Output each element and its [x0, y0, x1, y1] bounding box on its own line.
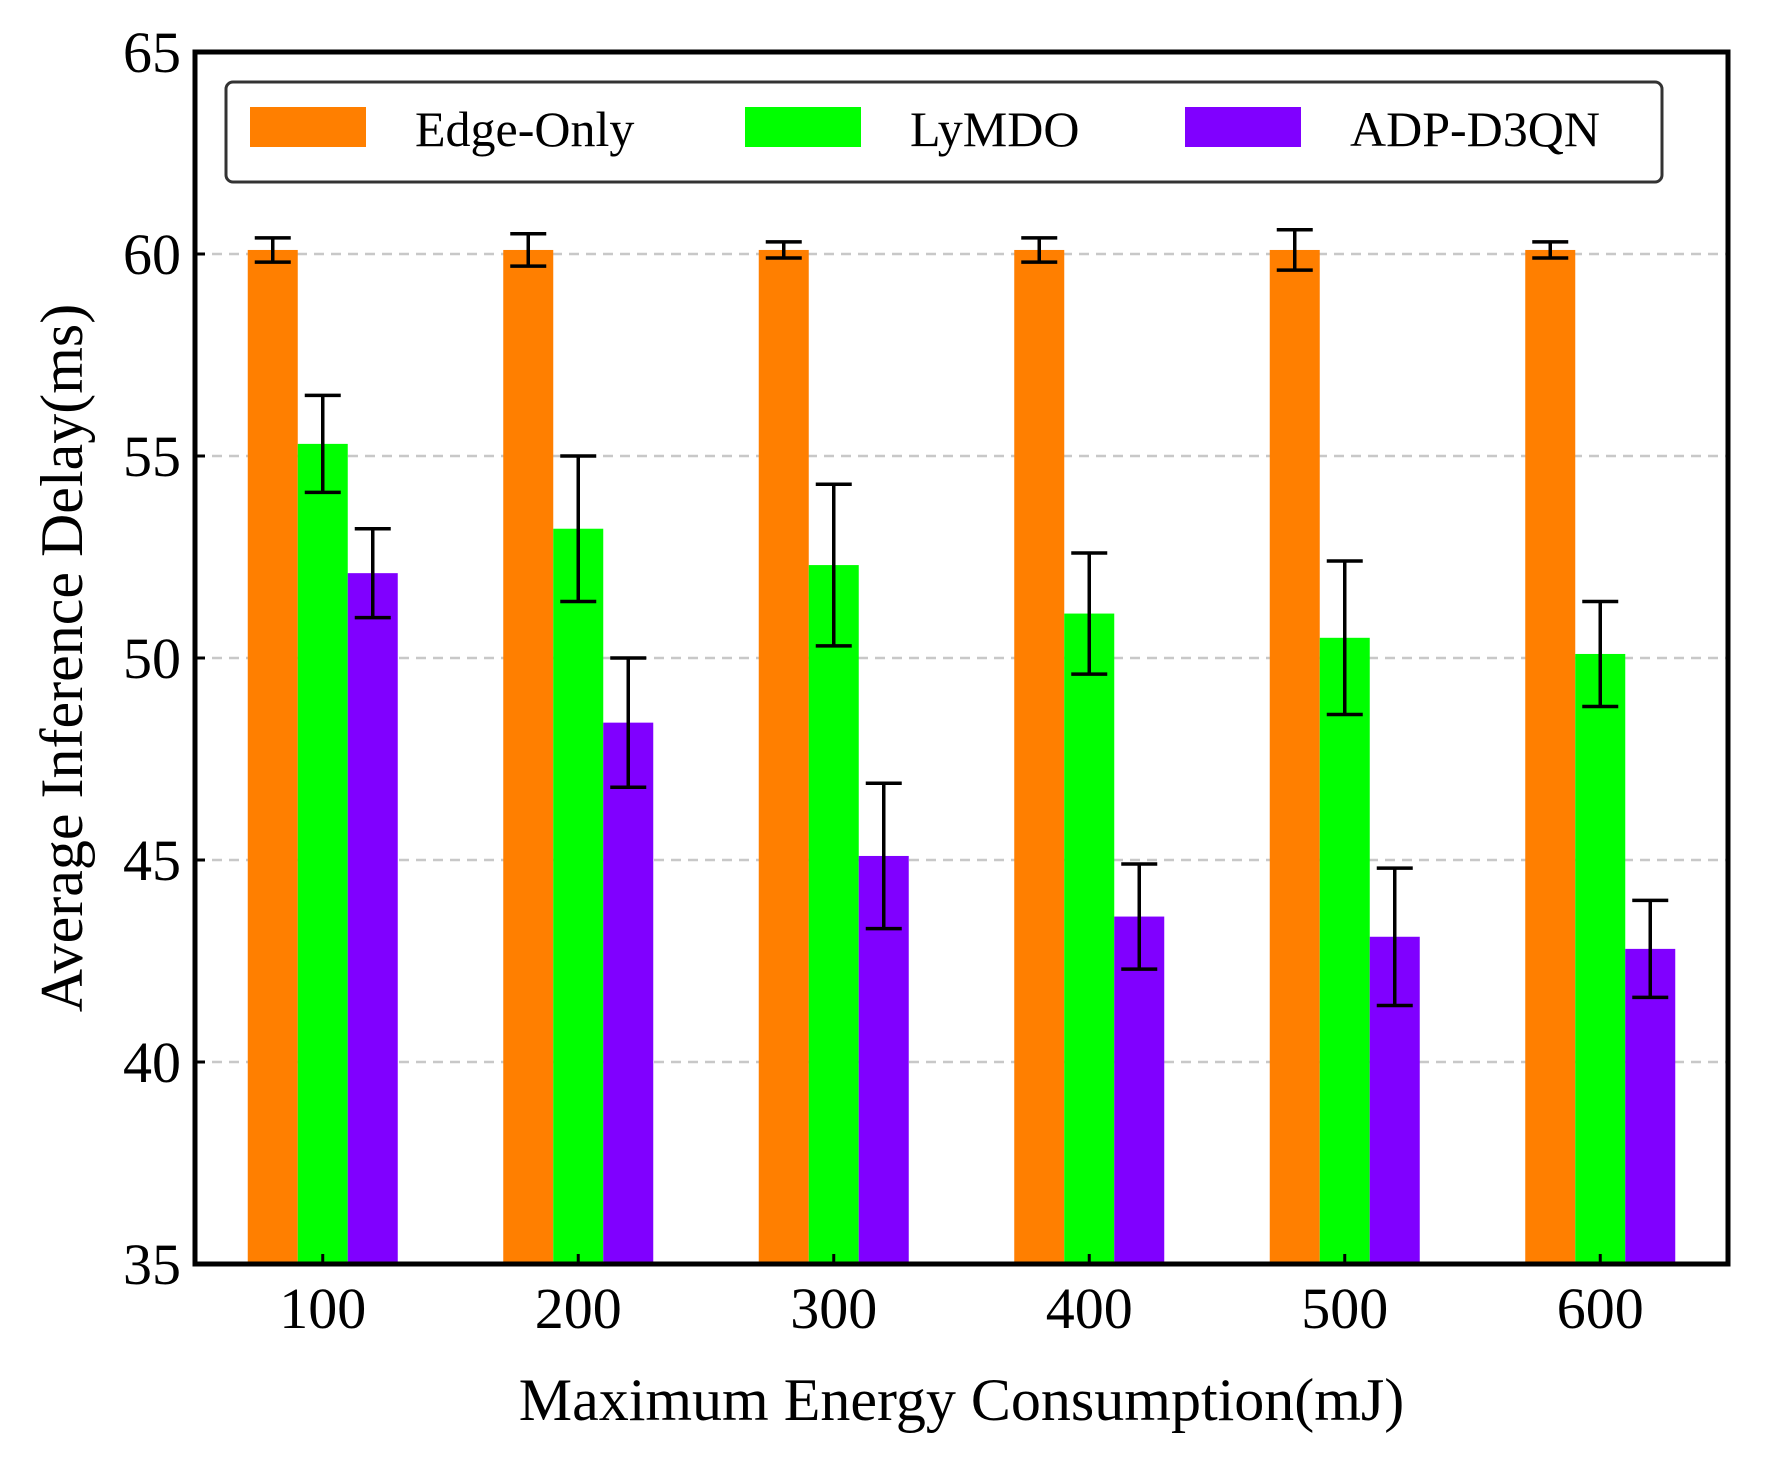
legend-label: LyMDO	[910, 101, 1079, 157]
x-tick-label: 600	[1557, 1276, 1644, 1341]
error-bar	[815, 482, 852, 648]
bar-lymdo	[1064, 613, 1115, 1264]
y-tick-label: 55	[123, 424, 181, 489]
error-bar	[1582, 599, 1619, 709]
bar-adp-d3qn	[1114, 916, 1165, 1264]
bar-edge-only	[503, 249, 554, 1264]
bar-adp-d3qn	[603, 722, 654, 1264]
error-bar	[610, 656, 647, 790]
bar-edge-only	[1269, 249, 1320, 1264]
legend-swatch-lymdo	[745, 107, 861, 147]
error-bar	[1326, 559, 1363, 717]
bar-edge-only	[758, 249, 809, 1264]
legend-swatch-adp-d3qn	[1185, 107, 1301, 147]
bar-edge-only	[247, 249, 298, 1264]
bar-lymdo	[297, 443, 348, 1264]
y-tick-label: 65	[123, 20, 181, 85]
bar-adp-d3qn	[1625, 948, 1676, 1264]
y-tick-label: 50	[123, 626, 181, 691]
x-tick-label: 100	[279, 1276, 366, 1341]
bar-edge-only	[1014, 249, 1065, 1264]
legend-label: Edge-Only	[415, 101, 634, 157]
grid-lines	[195, 252, 1728, 1064]
error-bar	[560, 454, 597, 604]
bar-lymdo	[1575, 653, 1626, 1264]
error-bar	[765, 240, 802, 260]
error-bar	[254, 236, 291, 264]
y-axis-ticks: 35 40 45 50 55 60 65	[123, 20, 205, 1297]
error-bar	[1376, 866, 1413, 1008]
x-tick-label: 200	[535, 1276, 622, 1341]
x-tick-label: 500	[1301, 1276, 1388, 1341]
error-bar	[1532, 240, 1569, 260]
error-bar	[865, 781, 902, 931]
bar-adp-d3qn	[347, 573, 398, 1264]
x-axis-ticks: 100 200 300 400 500 600	[279, 1254, 1644, 1341]
error-bar	[1276, 228, 1313, 272]
bar-lymdo	[1319, 637, 1370, 1264]
legend-label: ADP-D3QN	[1350, 101, 1600, 157]
error-bar	[1632, 898, 1669, 1000]
error-bar	[304, 393, 341, 495]
error-bars	[254, 228, 1669, 1008]
bar-edge-only	[1525, 249, 1576, 1264]
y-tick-label: 60	[123, 222, 181, 287]
x-tick-label: 400	[1046, 1276, 1133, 1341]
y-axis-title: Average Inference Delay(ms)	[29, 304, 95, 1012]
error-bar	[1021, 236, 1058, 264]
y-tick-label: 35	[123, 1232, 181, 1297]
bars	[247, 249, 1676, 1264]
error-bar	[1071, 551, 1108, 676]
error-bar	[354, 526, 391, 620]
legend: Edge-Only LyMDO ADP-D3QN	[224, 80, 1664, 184]
bar-lymdo	[808, 565, 859, 1264]
x-tick-label: 300	[790, 1276, 877, 1341]
y-tick-label: 40	[123, 1030, 181, 1095]
legend-swatch-edge-only	[250, 107, 366, 147]
y-tick-label: 45	[123, 828, 181, 893]
legend-frame	[224, 80, 1664, 184]
error-bar	[1121, 862, 1158, 971]
error-bar	[510, 232, 547, 268]
x-axis-title: Maximum Energy Consumption(mJ)	[519, 1367, 1405, 1433]
bar-lymdo	[553, 528, 604, 1264]
